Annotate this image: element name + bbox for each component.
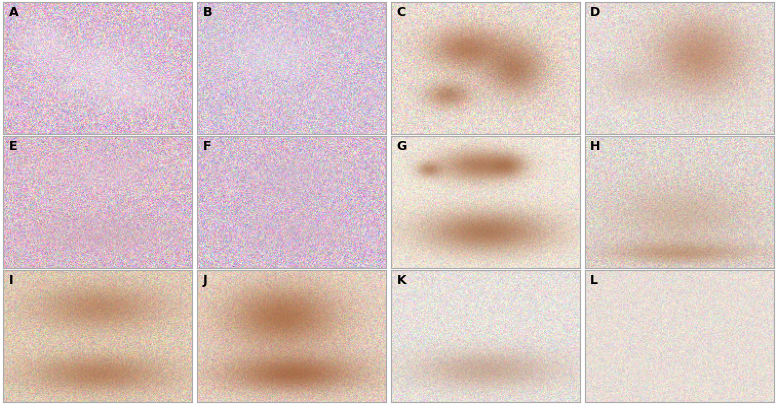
Text: G: G bbox=[396, 140, 406, 153]
Text: J: J bbox=[203, 274, 207, 287]
Text: B: B bbox=[203, 6, 212, 19]
Text: L: L bbox=[591, 274, 598, 287]
Text: E: E bbox=[9, 140, 17, 153]
Text: K: K bbox=[396, 274, 406, 287]
Text: I: I bbox=[9, 274, 13, 287]
Text: C: C bbox=[396, 6, 406, 19]
Text: D: D bbox=[591, 6, 601, 19]
Text: A: A bbox=[9, 6, 19, 19]
Text: F: F bbox=[203, 140, 211, 153]
Text: H: H bbox=[591, 140, 601, 153]
